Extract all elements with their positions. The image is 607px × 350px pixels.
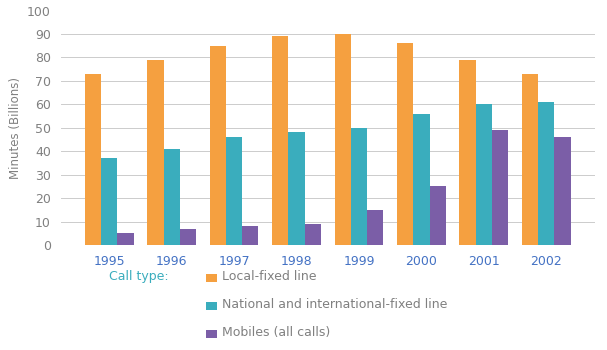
Bar [117, 233, 134, 245]
Text: Mobiles (all calls): Mobiles (all calls) [222, 326, 330, 339]
Bar [242, 226, 259, 245]
Bar [85, 74, 101, 245]
Bar [367, 210, 384, 245]
Bar [272, 36, 288, 245]
Bar [164, 149, 180, 245]
Bar [148, 60, 164, 245]
Bar [554, 137, 571, 245]
Bar [210, 46, 226, 245]
Bar [288, 132, 305, 245]
Bar [180, 229, 196, 245]
Bar [351, 128, 367, 245]
Bar [459, 60, 476, 245]
Bar [430, 186, 446, 245]
Text: National and international-fixed line: National and international-fixed line [222, 298, 447, 311]
Bar [334, 34, 351, 245]
Bar [226, 137, 242, 245]
Text: Local-fixed line: Local-fixed line [222, 270, 316, 283]
Bar [397, 43, 413, 245]
Text: Call type:: Call type: [109, 270, 169, 283]
Bar [476, 104, 492, 245]
Bar [101, 158, 117, 245]
Bar [522, 74, 538, 245]
Bar [413, 114, 430, 245]
Bar [305, 224, 321, 245]
Bar [492, 130, 508, 245]
Y-axis label: Minutes (Billions): Minutes (Billions) [8, 77, 21, 179]
Bar [538, 102, 554, 245]
